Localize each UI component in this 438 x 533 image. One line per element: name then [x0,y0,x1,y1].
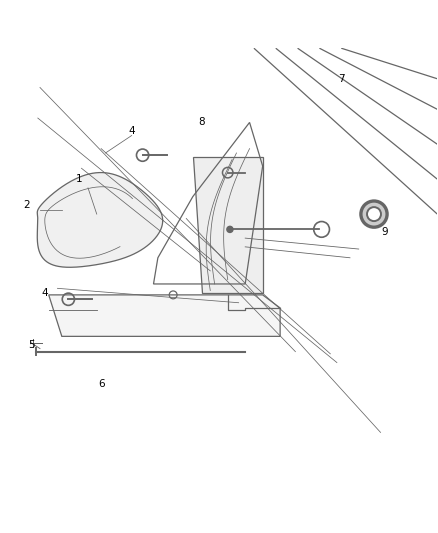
Polygon shape [37,173,162,267]
Circle shape [361,201,387,227]
Circle shape [367,207,381,221]
Text: 4: 4 [128,126,135,136]
Text: 1: 1 [76,174,83,184]
Text: 2: 2 [24,200,30,211]
Polygon shape [49,295,280,336]
Circle shape [227,227,233,232]
Text: 9: 9 [381,227,388,237]
Text: 5: 5 [28,340,35,350]
Text: 8: 8 [198,117,205,127]
Polygon shape [193,157,263,293]
Text: 4: 4 [41,288,48,298]
Text: 6: 6 [98,379,104,390]
Text: 7: 7 [338,74,345,84]
